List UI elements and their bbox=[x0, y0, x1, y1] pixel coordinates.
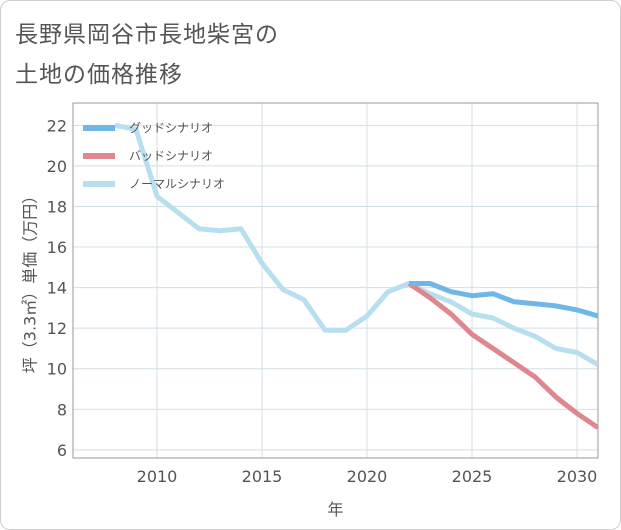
x-tick-label: 2010 bbox=[137, 467, 178, 486]
y-tick-label: 14 bbox=[47, 279, 67, 298]
series-line-0 bbox=[409, 281, 598, 319]
x-axis-ticks: 2010 2015 2020 2025 2030 bbox=[137, 467, 598, 486]
legend-label-2: ノーマルシナリオ bbox=[129, 177, 225, 191]
x-axis-label: 年 bbox=[327, 500, 343, 519]
y-tick-label: 8 bbox=[57, 400, 67, 419]
chart-title-line-2: 土地の価格推移 bbox=[15, 62, 183, 88]
y-axis-ticks: 6 8 10 12 14 16 18 20 22 bbox=[47, 116, 67, 460]
y-tick-label: 12 bbox=[47, 319, 67, 338]
y-tick-label: 6 bbox=[57, 441, 67, 460]
y-tick-label: 20 bbox=[47, 157, 67, 176]
legend-label-0: グッドシナリオ bbox=[129, 121, 213, 135]
x-tick-label: 2020 bbox=[347, 467, 388, 486]
y-axis-label: 坪（3.3㎡）単価（万円） bbox=[21, 188, 40, 373]
y-tick-label: 18 bbox=[47, 197, 67, 216]
series-line-2 bbox=[114, 122, 598, 367]
y-tick-label: 10 bbox=[47, 360, 67, 379]
series-layer bbox=[114, 122, 598, 430]
y-tick-label: 22 bbox=[47, 116, 67, 135]
series-line-1 bbox=[407, 281, 598, 430]
grid-lines bbox=[73, 103, 598, 458]
legend-label-1: バッドシナリオ bbox=[129, 149, 213, 163]
y-tick-label: 16 bbox=[47, 238, 67, 257]
chart-title-line-1: 長野県岡谷市長地柴宮の bbox=[15, 22, 279, 48]
plot-area-frame bbox=[72, 102, 599, 459]
x-tick-label: 2030 bbox=[557, 467, 598, 486]
x-tick-label: 2025 bbox=[452, 467, 493, 486]
x-tick-label: 2015 bbox=[242, 467, 283, 486]
